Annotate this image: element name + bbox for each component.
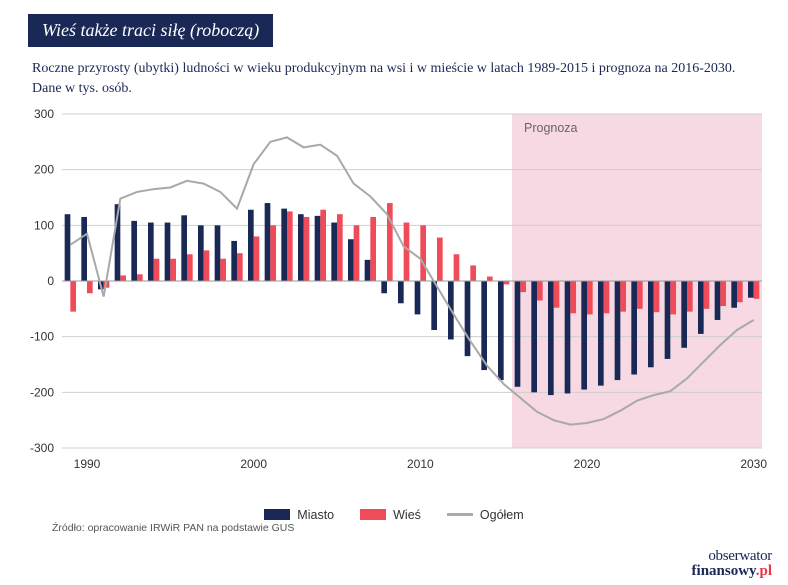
svg-text:2020: 2020 [574,457,601,471]
brand-tld: .pl [756,563,772,579]
chart-area: -300 -200 -100 0 100 200 300 1990 2000 2010 2020 20… [16,106,772,506]
legend-item-wies: Wieś [360,508,421,522]
legend: Miasto Wieś Ogółem [0,508,788,522]
legend-item-ogolem: Ogółem [447,508,524,522]
swatch-miasto [264,509,290,520]
legend-label-wies: Wieś [393,508,421,522]
chart-svg: -300 -200 -100 0 100 200 300 1990 2000 2010 2020 20… [16,106,772,476]
brand-line1: obserwator [692,549,772,564]
svg-text:-300: -300 [30,441,54,455]
svg-text:2010: 2010 [407,457,434,471]
svg-text:300: 300 [34,107,54,121]
svg-text:200: 200 [34,162,54,176]
svg-text:1990: 1990 [74,457,101,471]
brand-line2: finansowy.pl [692,564,772,579]
svg-text:0: 0 [47,274,54,288]
chart-title: Wieś także traci siłę (roboczą) [28,14,273,47]
brand-logo: obserwator finansowy.pl [692,549,772,579]
chart-subtitle: Roczne przyrosty (ubytki) ludności w wie… [32,59,756,100]
svg-text:100: 100 [34,218,54,232]
legend-item-miasto: Miasto [264,508,334,522]
source-text: Źródło: opracowanie IRWiR PAN na podstaw… [52,522,788,534]
svg-text:Prognoza: Prognoza [524,121,578,135]
svg-text:2030: 2030 [740,457,767,471]
svg-text:-100: -100 [30,329,54,343]
legend-label-ogolem: Ogółem [480,508,524,522]
swatch-ogolem [447,513,473,516]
brand-line2-word: finansowy [692,563,756,579]
svg-text:-200: -200 [30,385,54,399]
swatch-wies [360,509,386,520]
legend-label-miasto: Miasto [297,508,334,522]
svg-text:2000: 2000 [240,457,267,471]
